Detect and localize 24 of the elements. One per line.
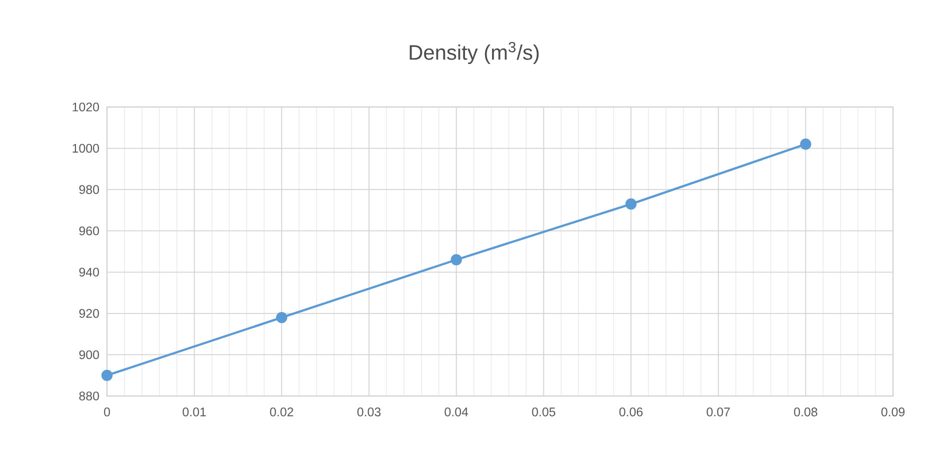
y-tick-label: 880 xyxy=(79,392,99,400)
x-tick-label: 0.03 xyxy=(357,408,381,416)
y-tick-label: 980 xyxy=(79,185,99,194)
x-tick-label: 0.07 xyxy=(706,408,730,416)
x-tick-label: 0.02 xyxy=(270,408,294,416)
x-tick-label: 0.09 xyxy=(881,408,905,416)
x-tick-label: 0.08 xyxy=(794,408,818,416)
x-tick-label: 0.01 xyxy=(182,408,206,416)
x-tick-label: 0.05 xyxy=(532,408,556,416)
y-tick-label: 900 xyxy=(79,350,99,360)
point xyxy=(276,312,288,324)
y-tick-label: 1020 xyxy=(72,102,99,112)
y-tick-label: 920 xyxy=(79,309,99,318)
x-tick-label: 0 xyxy=(104,408,110,416)
chart-title: Density (m$^{3}$/s) xyxy=(410,42,539,64)
y-tick-label: 1000 xyxy=(72,144,99,153)
y-tick-label: 960 xyxy=(79,226,99,236)
point xyxy=(450,254,462,266)
x-tick-label: 0.04 xyxy=(444,408,468,416)
point xyxy=(800,138,812,150)
x-tick-label: 0.06 xyxy=(619,408,643,416)
y-tick-label: 940 xyxy=(79,268,99,277)
point xyxy=(625,198,637,210)
point xyxy=(101,370,113,381)
